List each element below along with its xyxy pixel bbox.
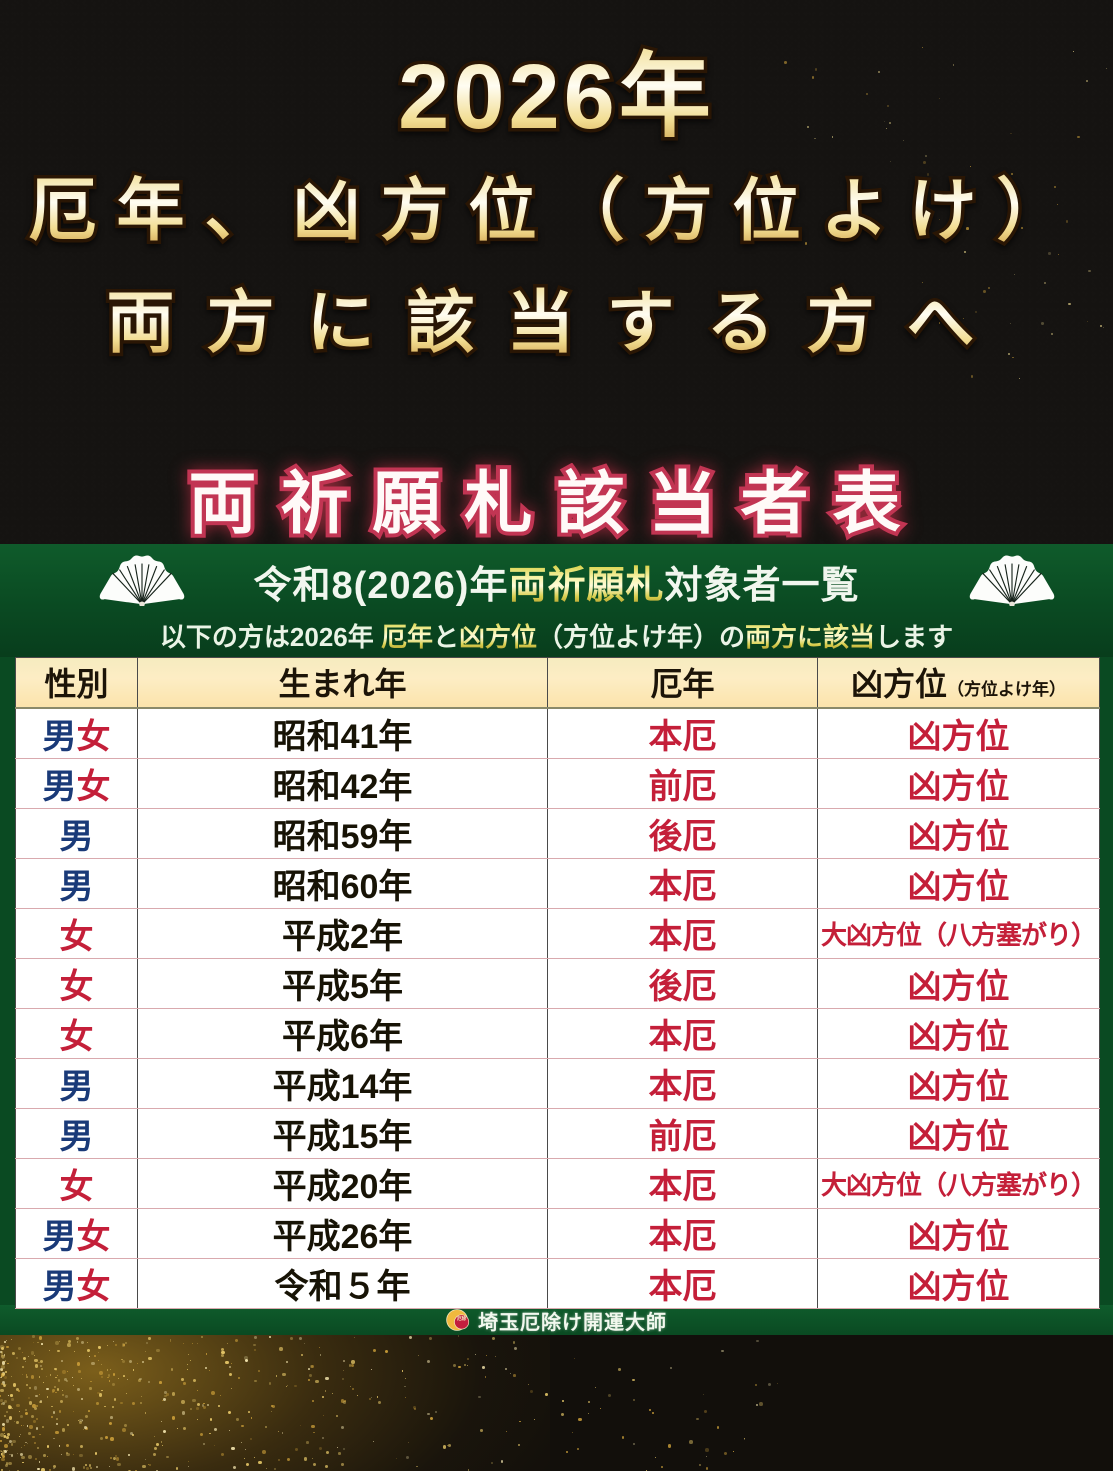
svg-text:厄除: 厄除 [457,1315,467,1322]
